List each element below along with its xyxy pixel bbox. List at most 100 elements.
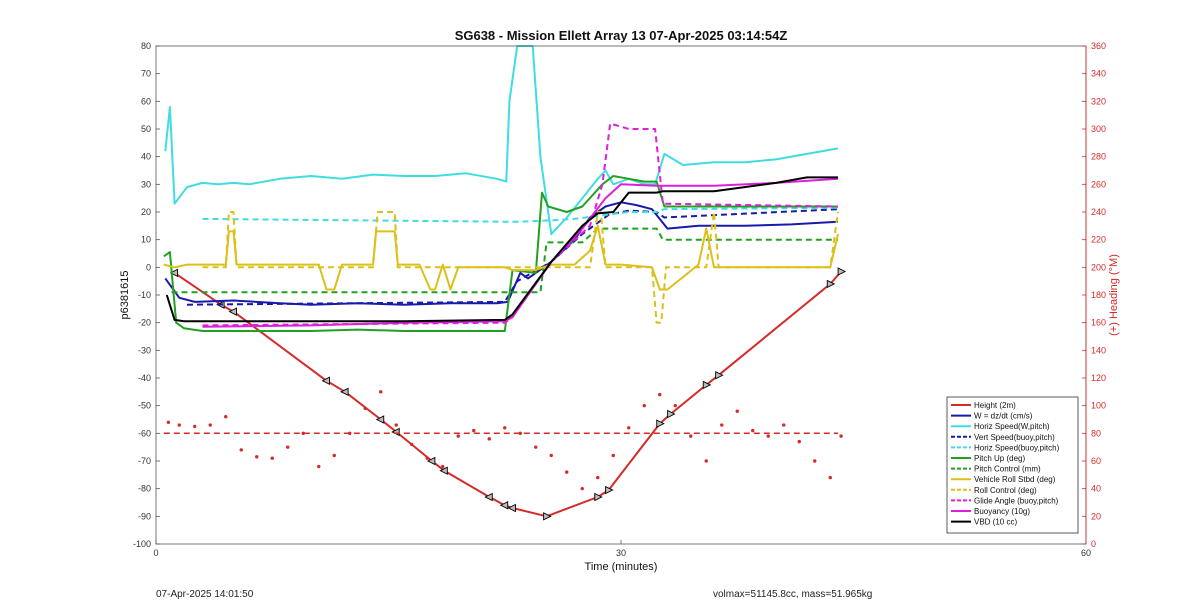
heading-point [456, 434, 460, 438]
heading-point [735, 409, 739, 413]
y2-tick-label: 260 [1091, 179, 1106, 189]
heading-point [720, 423, 724, 427]
y2-tick-label: 360 [1091, 41, 1106, 51]
y-tick-label: -10 [138, 290, 151, 300]
y2-tick-label: 240 [1091, 207, 1106, 217]
height-marker [715, 371, 724, 380]
chart-title: SG638 - Mission Ellett Array 13 07-Apr-2… [455, 28, 788, 43]
heading-point [363, 406, 367, 411]
y-tick-label: 50 [141, 124, 151, 134]
legend-label: Horiz Speed(W,pitch) [974, 422, 1050, 431]
heading-point [224, 415, 228, 419]
height-marker [656, 419, 665, 428]
y-tick-label: -20 [138, 318, 151, 328]
y2-tick-label: 220 [1091, 235, 1106, 245]
heading-point [766, 434, 770, 438]
y-tick-label: -100 [133, 539, 151, 549]
x-tick-label: 60 [1081, 548, 1091, 558]
heading-point [658, 392, 662, 397]
y-tick-label: 60 [141, 96, 151, 106]
y-axis-label: p6381615 [119, 271, 131, 320]
heading-point [813, 459, 817, 463]
heading-point [379, 390, 383, 394]
legend-label: Horiz Speed(buoy,pitch) [974, 443, 1060, 452]
heading-point [534, 445, 538, 449]
heading-point [611, 453, 615, 458]
y2-tick-label: 60 [1091, 456, 1101, 466]
heading-point [642, 403, 646, 408]
heading-point [518, 431, 522, 436]
y2-tick-label: 120 [1091, 373, 1106, 383]
legend-label: Buoyancy (10g) [974, 507, 1030, 516]
plot-frame [155, 45, 1087, 545]
y-tick-label: 10 [141, 235, 151, 245]
series-line-vert-speed-buoy-pitch [186, 208, 839, 306]
legend-label: Height (2m) [974, 401, 1016, 410]
heading-point [177, 423, 181, 427]
heading-point [208, 423, 212, 427]
heading-point [549, 453, 553, 458]
height-marker [439, 466, 448, 475]
y-tick-label: -30 [138, 345, 151, 355]
y-tick-label: -60 [138, 428, 151, 438]
y2-tick-label: 100 [1091, 401, 1106, 411]
y-tick-label: -50 [138, 401, 151, 411]
footer-volmax-mass: volmax=51145.8cc, mass=51.965kg [713, 589, 873, 600]
height-marker [594, 492, 603, 502]
y-tick-label: -70 [138, 456, 151, 466]
heading-point [782, 423, 786, 427]
height-marker [340, 387, 349, 397]
heading-point [596, 475, 600, 480]
heading-point [797, 439, 801, 444]
y-tick-label: 80 [141, 41, 151, 51]
y-tick-label: 40 [141, 152, 151, 162]
y2-tick-label: 340 [1091, 69, 1106, 79]
height-marker [837, 267, 847, 276]
series-line-glide-angle-buoy-pitch [202, 122, 839, 327]
series-line-buoyancy-10g [202, 177, 839, 328]
x-tick-label: 0 [153, 548, 158, 558]
heading-point [751, 428, 755, 433]
y-tick-label: 20 [141, 207, 151, 217]
heading-point [166, 420, 171, 424]
height-marker [321, 376, 330, 385]
legend-label: Roll Control (deg) [974, 486, 1037, 495]
height-marker [826, 279, 836, 289]
heading-point [301, 431, 305, 436]
y-tick-label: 30 [141, 179, 151, 189]
heading-point [425, 456, 429, 460]
legend-label: Vert Speed(buoy,pitch) [974, 433, 1055, 442]
y2-tick-label: 140 [1091, 345, 1106, 355]
y-tick-label: -90 [138, 511, 151, 521]
height-marker [702, 380, 712, 390]
series-line-vbd-10-cc [165, 176, 838, 323]
heading-point [673, 403, 677, 408]
heading-point [704, 459, 708, 463]
y-tick-label: 70 [141, 69, 151, 79]
series-line-pitch-control-mm [171, 227, 838, 294]
legend-label: Pitch Up (deg) [974, 454, 1025, 463]
heading-point [472, 428, 476, 433]
legend-label: Glide Angle (buoy,pitch) [974, 496, 1059, 505]
series-line-pitch-up-deg [163, 175, 838, 332]
heading-point [689, 434, 693, 438]
heading-point [270, 456, 274, 460]
height-marker [543, 512, 552, 521]
heading-point [255, 455, 259, 459]
heading-point [410, 442, 414, 447]
heading-point [239, 448, 243, 452]
legend-label: VBD (10 cc) [974, 518, 1017, 527]
heading-point [828, 475, 832, 480]
height-marker [667, 409, 676, 419]
y2-tick-label: 80 [1091, 428, 1101, 438]
y2-tick-label: 300 [1091, 124, 1106, 134]
height-marker [228, 307, 237, 316]
heading-point [193, 424, 197, 429]
legend-label: Pitch Control (mm) [974, 465, 1041, 474]
y2-axis-label: (+) Heading (°M) [1108, 254, 1120, 336]
series-line-w-dz-dt-cm-s [164, 201, 839, 306]
y-tick-label: -80 [138, 484, 151, 494]
y2-tick-label: 160 [1091, 318, 1106, 328]
footer-timestamp: 07-Apr-2025 14:01:50 [156, 589, 254, 600]
heading-point [839, 434, 843, 438]
